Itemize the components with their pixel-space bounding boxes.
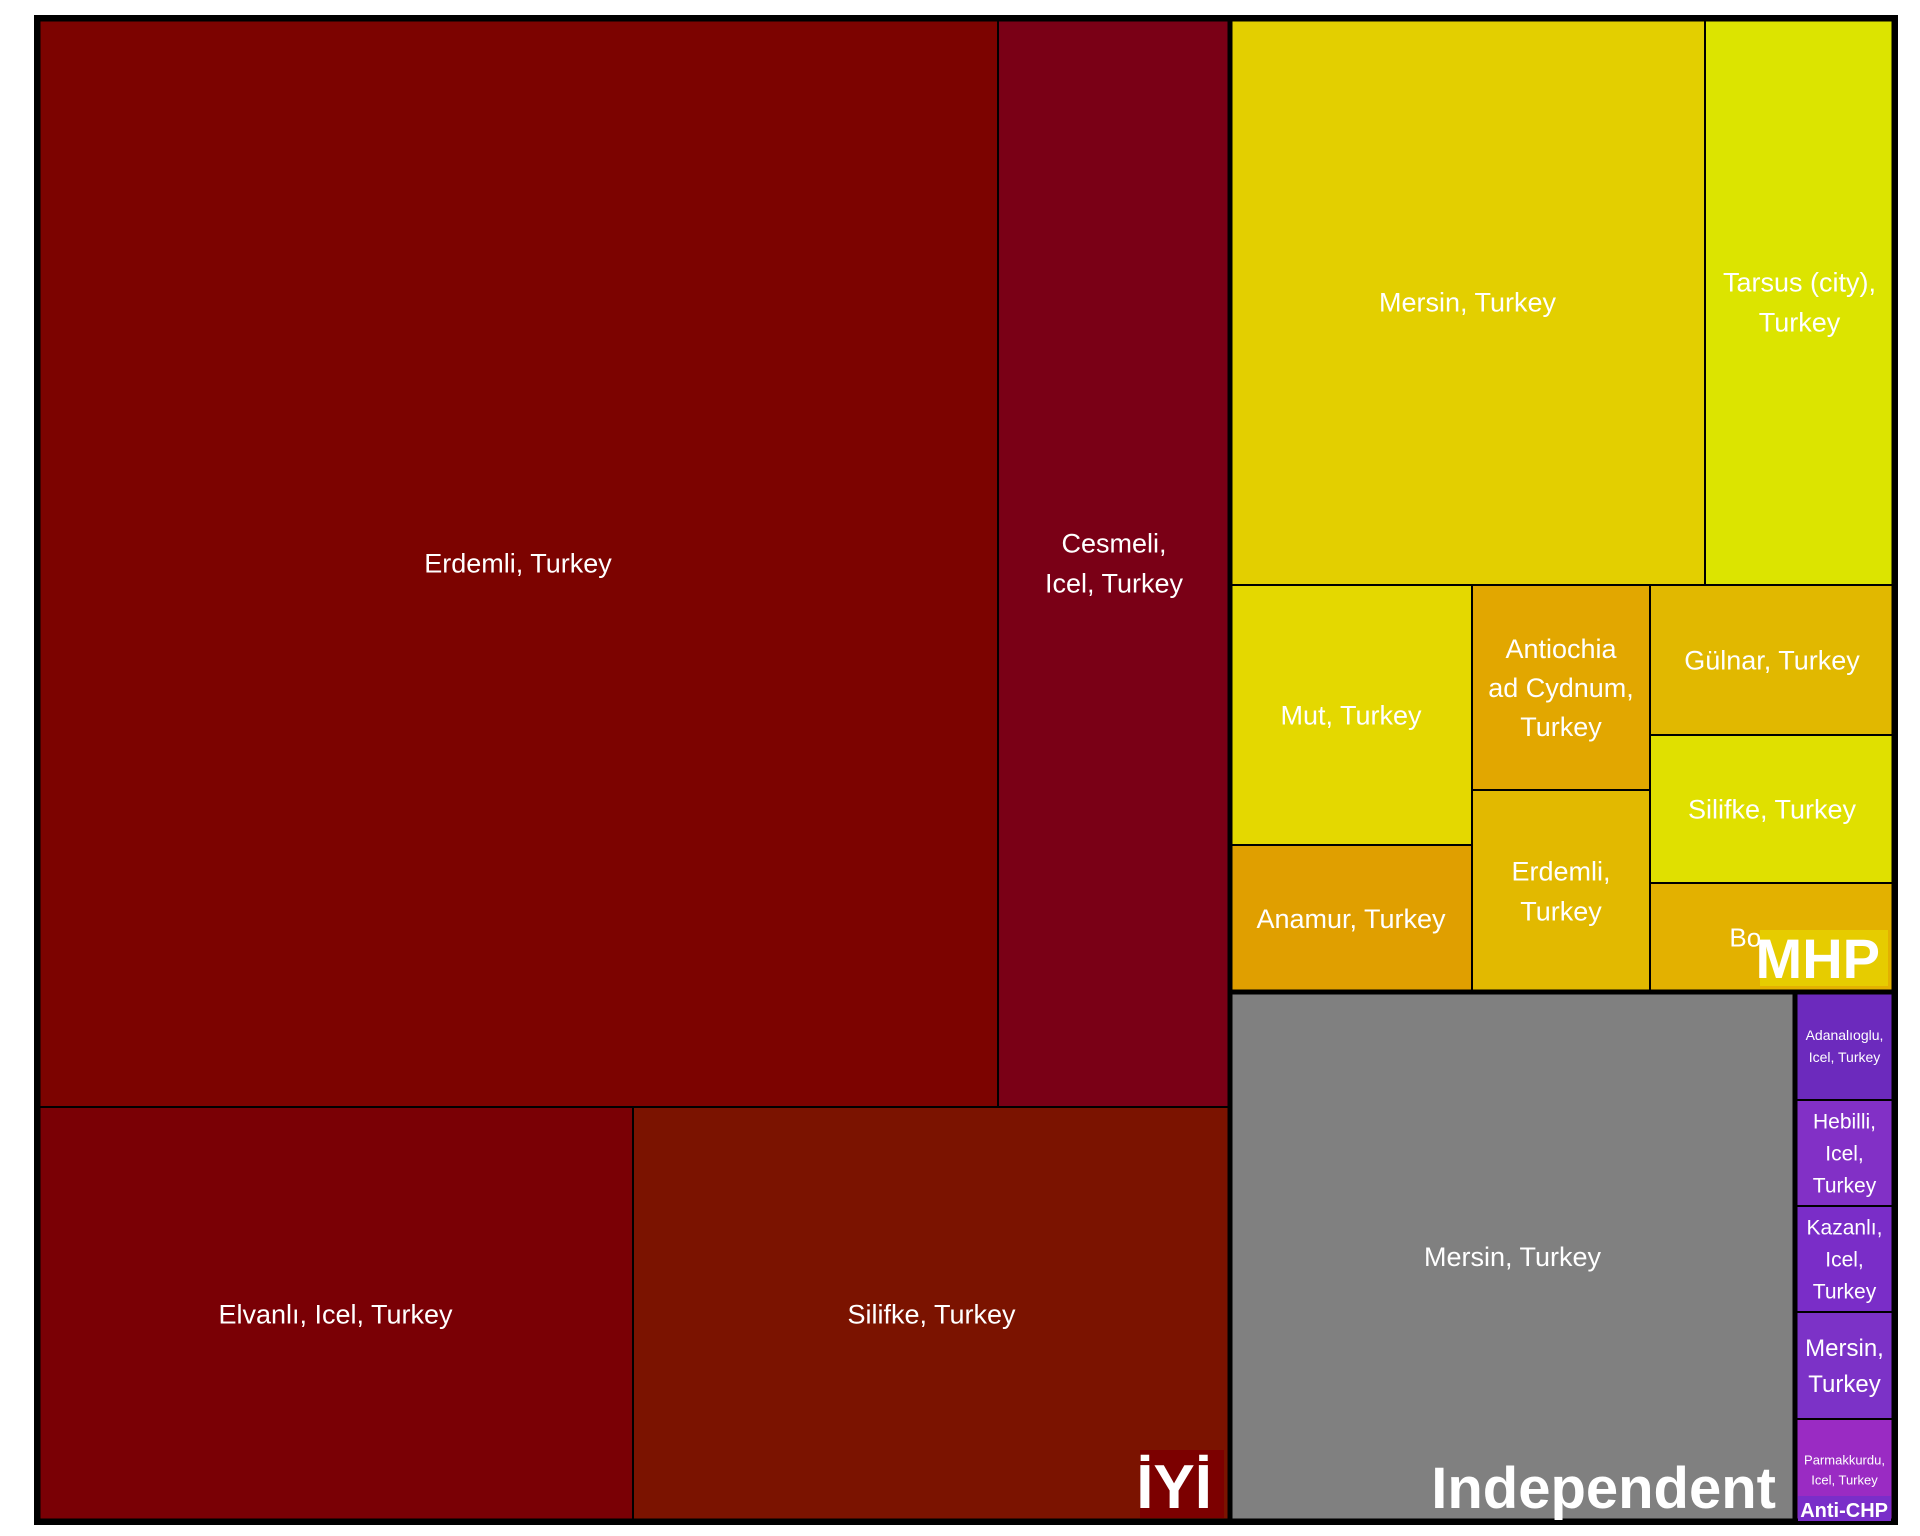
group-label-background (1760, 930, 1888, 986)
treemap-cell-label: Adanalıoglu, Icel, Turkey (1806, 1027, 1884, 1065)
treemap-cell-rect[interactable] (1704, 18, 1895, 586)
treemap-cell-rect[interactable] (1229, 991, 1796, 1522)
treemap-cell-rect[interactable] (1649, 584, 1895, 736)
treemap-group-label: Anti-CHP (1798, 1496, 1891, 1522)
treemap-cell-label: Mersin, Turkey (1424, 1242, 1602, 1272)
treemap-group: Adanalıoglu, Icel, Turkey Hebilli, Icel, Tur… (1792, 989, 1897, 1524)
treemap-cell-label: Gülnar, Turkey (1684, 645, 1860, 675)
treemap-cell-label: Cesmeli, Icel, Turkey (1045, 528, 1184, 598)
treemap-cell[interactable]: Mut, Turkey (1229, 584, 1473, 846)
treemap-group-label: Independent (1431, 1456, 1789, 1521)
treemap-cell-label: Erdemli, Turkey (1511, 856, 1610, 926)
treemap-group: Mersin, Turkey (1227, 989, 1798, 1524)
treemap-cell[interactable]: Mersin, Turkey (1229, 991, 1796, 1522)
treemap-cell-rect[interactable] (997, 18, 1231, 1108)
group-label-background (1140, 1450, 1224, 1518)
treemap-cell-label: Anamur, Turkey (1256, 904, 1446, 934)
treemap-cell[interactable]: Mersin, Turkey (1229, 18, 1706, 586)
group-label-text: İYİ (1136, 1453, 1212, 1522)
treemap-group-label: İYİ (1136, 1450, 1224, 1522)
treemap-cell[interactable]: Anamur, Turkey (1229, 844, 1473, 993)
treemap-cell-label: Mersin, Turkey (1379, 287, 1557, 317)
group-label-text: Anti-CHP (1800, 1500, 1888, 1522)
treemap-cell[interactable]: Antiochia ad Cydnum, Turkey (1471, 584, 1651, 791)
treemap-cell[interactable]: Adanalıoglu, Icel, Turkey (1794, 991, 1895, 1101)
treemap-cell[interactable]: Kazanlı, Icel, Turkey (1794, 1205, 1895, 1313)
treemap-cell-rect[interactable] (1794, 1311, 1895, 1420)
treemap-cell-rect[interactable] (632, 1106, 1231, 1522)
treemap-cell-label: Hebilli, Icel, Turkey (1813, 1110, 1877, 1197)
treemap-cell-label: Silifke, Turkey (847, 1299, 1016, 1329)
group-label-text: MHP (1756, 927, 1880, 990)
treemap-cell-rect[interactable] (37, 18, 999, 1108)
treemap-cell[interactable]: Tarsus (city), Turkey (1704, 18, 1895, 586)
group-label-text: Independent (1431, 1456, 1776, 1521)
treemap-cell-rect[interactable] (1471, 789, 1651, 993)
treemap-cell-label: Antiochia ad Cydnum, Turkey (1488, 634, 1634, 742)
treemap-cell-label: Silifke, Turkey (1688, 794, 1857, 824)
treemap-cell[interactable]: Silifke, Turkey (1649, 734, 1895, 884)
treemap-cell-rect[interactable] (1471, 584, 1651, 791)
treemap-cell[interactable]: Silifke, Turkey (632, 1106, 1231, 1522)
treemap-group-label: MHP (1756, 927, 1888, 990)
treemap-cell-label: Tarsus (city), Turkey (1723, 267, 1876, 337)
treemap-cell-label: Mersin, Turkey (1805, 1335, 1884, 1398)
treemap-cell-rect[interactable] (1649, 734, 1895, 884)
treemap-cell[interactable]: Elvanlı, Icel, Turkey (37, 1106, 634, 1522)
treemap-cell-label: Erdemli, Turkey (424, 548, 612, 578)
treemap-cell[interactable]: Cesmeli, Icel, Turkey (997, 18, 1231, 1108)
treemap-cell[interactable]: Gülnar, Turkey (1649, 584, 1895, 736)
group-label-background (1798, 1496, 1891, 1521)
treemap-cell[interactable]: Hebilli, Icel, Turkey (1794, 1099, 1895, 1207)
treemap-cell-label: Parmakkurdu, Icel, Turkey (1804, 1453, 1885, 1488)
treemap-cell-rect[interactable] (1229, 18, 1706, 586)
treemap-cell-rect[interactable] (1229, 844, 1473, 993)
treemap-cell-rect[interactable] (1794, 1099, 1895, 1207)
treemap-cell-rect[interactable] (1794, 991, 1895, 1101)
treemap-cell-label: Mut, Turkey (1280, 700, 1422, 730)
treemap-cell[interactable]: Mersin, Turkey (1794, 1311, 1895, 1420)
treemap-cell-label: Kazanlı, Icel, Turkey (1807, 1216, 1883, 1303)
treemap-group: Erdemli, Turkey Cesmeli, Icel, Turkey Elvan… (35, 16, 1233, 1524)
group-label-background (1440, 1458, 1789, 1518)
chart-outer-border (34, 15, 1898, 1525)
treemap-cell-label: Elvanlı, Icel, Turkey (218, 1299, 453, 1329)
treemap-group: Mersin, Turkey Tarsus (city), Turkey Mut, T… (1227, 16, 1897, 995)
treemap-cell[interactable]: Erdemli, Turkey (1471, 789, 1651, 993)
treemap-cell[interactable]: Erdemli, Turkey (37, 18, 999, 1108)
